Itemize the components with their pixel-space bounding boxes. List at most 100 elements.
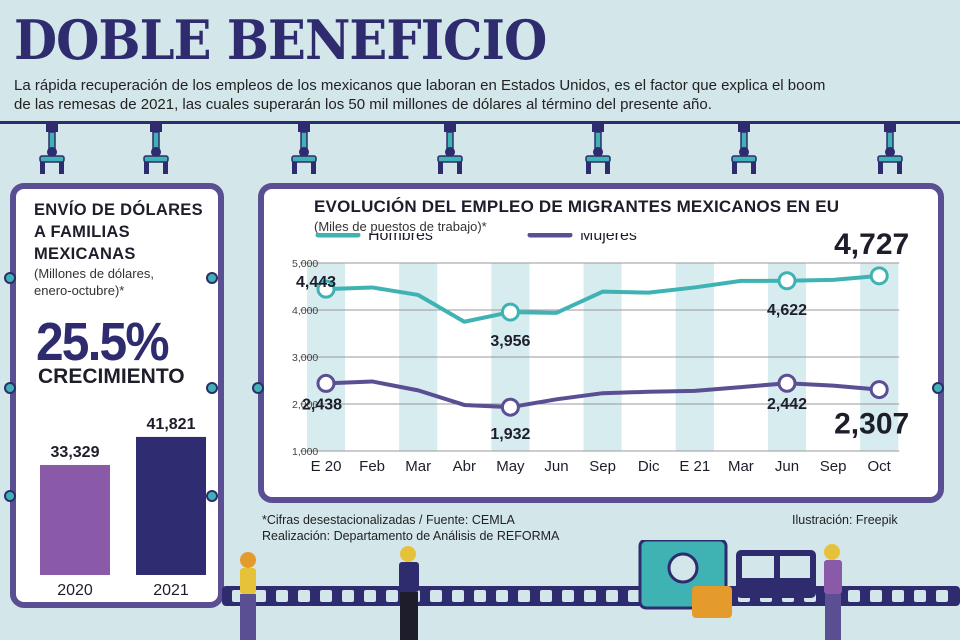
panel-dot (4, 382, 16, 394)
highlight-point (316, 373, 336, 393)
highlight-point (869, 380, 889, 400)
conveyor-roller (254, 590, 266, 602)
x-tick-label: Sep (820, 458, 847, 475)
machine-screen-1 (742, 556, 774, 578)
conveyor-roller (892, 590, 904, 602)
y-tick-label: 2,000 (292, 399, 318, 411)
remittances-subtitle: (Millones de dólares, enero-octubre)* (34, 265, 154, 299)
remittances-subtitle-line-2: enero-octubre)* (34, 283, 125, 298)
x-tick-label: Oct (868, 458, 892, 475)
x-tick-label: Feb (359, 458, 385, 475)
bar-value-label: 33,329 (51, 444, 100, 461)
x-tick-label: E 21 (679, 458, 710, 475)
bar-value-label: 41,821 (147, 416, 196, 433)
conveyor-roller (276, 590, 288, 602)
remittances-title-line-3: MEXICANAS (34, 245, 136, 263)
robot-arm-icon (39, 124, 65, 174)
machine-gear-icon (667, 552, 699, 584)
conveyor-roller (540, 590, 552, 602)
conveyor-roller (474, 590, 486, 602)
robot-arm-icon (731, 124, 757, 174)
legend-label: Mujeres (580, 233, 637, 244)
legend-label: Hombres (368, 233, 433, 244)
panel-dot (4, 272, 16, 284)
remittances-subtitle-line-1: (Millones de dólares, (34, 266, 154, 281)
y-tick-label: 4,000 (292, 305, 318, 317)
conveyor-roller (518, 590, 530, 602)
bar-2020 (40, 464, 110, 575)
intro-line-1: La rápida recuperación de los empleos de… (14, 77, 826, 94)
robot-arm-icon (877, 124, 903, 174)
worker-2 (399, 546, 419, 640)
highlight-point (777, 271, 797, 291)
highlight-label: 4,727 (834, 233, 909, 261)
remittances-title-line-1: ENVÍO DE DÓLARES (34, 201, 203, 219)
highlight-label: 2,307 (834, 408, 909, 441)
highlight-label: 1,932 (490, 426, 530, 443)
conveyor-roller (342, 590, 354, 602)
remittances-panel: ENVÍO DE DÓLARES A FAMILIAS MEXICANAS (M… (10, 183, 224, 608)
worker-3 (824, 544, 842, 640)
conveyor-roller (870, 590, 882, 602)
conveyor-illustration (222, 540, 960, 640)
x-tick-label: Jun (544, 458, 568, 475)
conveyor-roller (430, 590, 442, 602)
robot-arm-icon (437, 124, 463, 174)
intro-text: La rápida recuperación de los empleos de… (14, 76, 914, 114)
intro-line-2: de las remesas de 2021, las cuales super… (14, 96, 712, 113)
panel-dot (206, 490, 218, 502)
x-tick-label: Mar (405, 458, 431, 475)
employment-title: EVOLUCIÓN DEL EMPLEO DE MIGRANTES MEXICA… (314, 197, 840, 216)
conveyor-roller (298, 590, 310, 602)
highlight-label: 2,438 (302, 396, 342, 413)
top-rail (0, 121, 960, 124)
y-tick-label: 5,000 (292, 258, 318, 270)
highlight-label: 4,443 (296, 274, 336, 291)
x-tick-label: Mar (728, 458, 754, 475)
robot-arm-icon (291, 124, 317, 174)
conveyor-roller (386, 590, 398, 602)
robot-arm-icon (585, 124, 611, 174)
panel-dot (206, 382, 218, 394)
conveyor-roller (584, 590, 596, 602)
remittances-title-line-2: A FAMILIAS (34, 223, 130, 241)
y-tick-label: 3,000 (292, 352, 318, 364)
conveyor-roller (914, 590, 926, 602)
bar-category-label: 2020 (57, 582, 93, 599)
employment-subtitle: (Miles de puestos de trabajo)* (314, 219, 487, 234)
highlight-label: 2,442 (767, 396, 807, 413)
conveyor-roller (496, 590, 508, 602)
robot-arm-icon (143, 124, 169, 174)
source-note: *Cifras desestacionalizadas / Fuente: CE… (262, 513, 515, 527)
panel-dot (252, 382, 264, 394)
remittances-title: ENVÍO DE DÓLARES A FAMILIAS MEXICANAS (34, 199, 203, 265)
remittances-bar-chart: 33,329 2020 41,821 2021 (40, 416, 206, 599)
conveyor-roller (936, 590, 948, 602)
conveyor-roller (562, 590, 574, 602)
highlight-point (777, 373, 797, 393)
conveyor-roller (848, 590, 860, 602)
credit-note: Realización: Departamento de Análisis de… (262, 529, 560, 543)
conveyor-roller (452, 590, 464, 602)
machine-seat (692, 586, 732, 618)
x-tick-label: Dic (638, 458, 660, 475)
highlight-point (500, 302, 520, 322)
conveyor-roller (320, 590, 332, 602)
employment-line-chart: 1,000 2,000 3,000 4,000 5,000 E 20 Feb Mar Abr Ma… (292, 233, 909, 475)
bar-2021 (136, 436, 206, 575)
y-tick-label: 1,000 (292, 446, 318, 458)
highlight-label: 4,622 (767, 302, 807, 319)
growth-value: 25.5% (36, 312, 170, 372)
panel-dot (4, 490, 16, 502)
panel-dot (206, 272, 218, 284)
x-tick-label: Abr (453, 458, 476, 475)
x-tick-label: Sep (589, 458, 616, 475)
illustration-credit: Ilustración: Freepik (792, 513, 898, 527)
machine-screen-2 (780, 556, 810, 578)
conveyor-roller (628, 590, 640, 602)
conveyor-roller (364, 590, 376, 602)
panel-dot (932, 382, 944, 394)
highlight-point (500, 397, 520, 417)
x-tick-label: May (496, 458, 525, 475)
employment-panel: EVOLUCIÓN DEL EMPLEO DE MIGRANTES MEXICA… (258, 183, 944, 503)
